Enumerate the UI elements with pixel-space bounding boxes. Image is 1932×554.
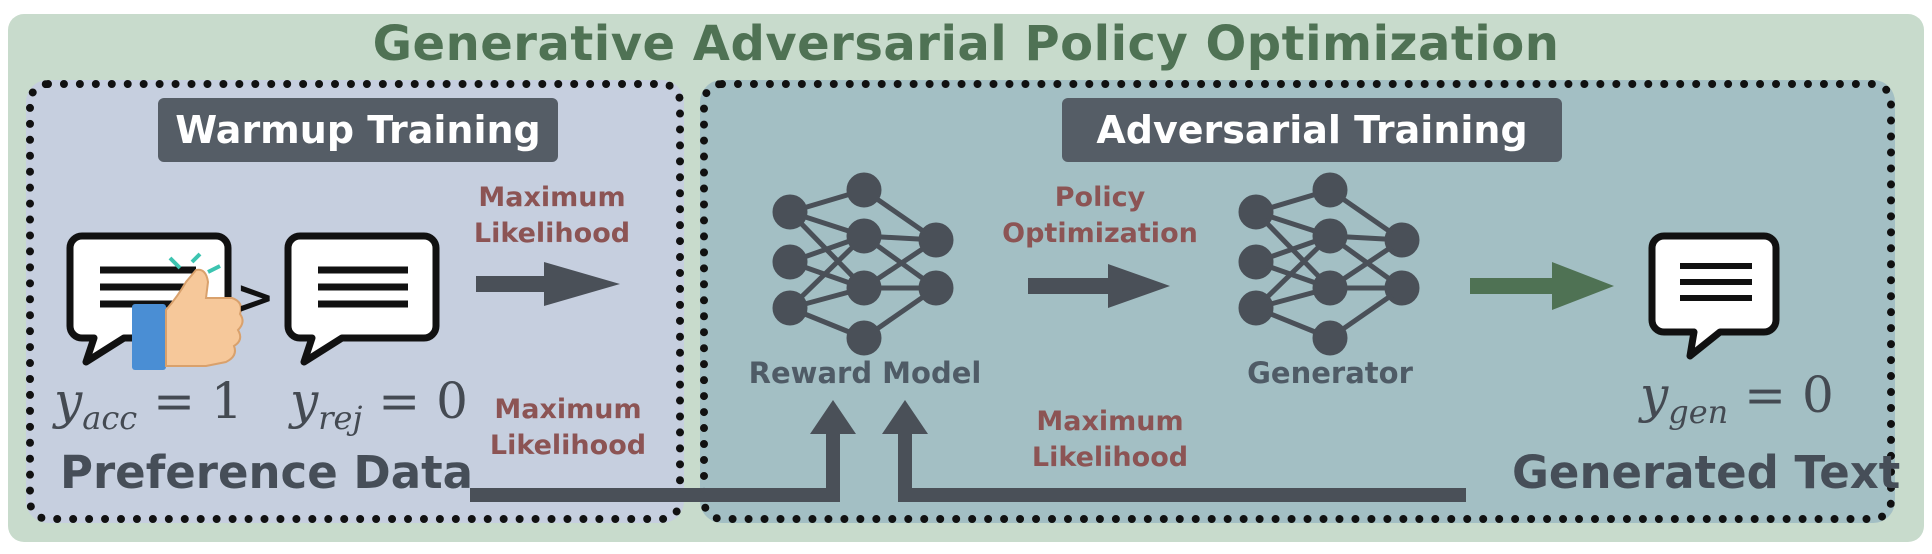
generation-arrow bbox=[1470, 262, 1614, 310]
warmup-title: Warmup Training bbox=[158, 98, 558, 162]
generated-score: ygen = 0 bbox=[1640, 366, 1834, 431]
thumbs-up-icon bbox=[132, 252, 244, 370]
rejected-score: yrej = 0 bbox=[290, 372, 468, 437]
generator-label: Generator bbox=[1247, 356, 1413, 390]
preference-data-caption: Preference Data bbox=[60, 446, 473, 499]
comparison-symbol: > bbox=[236, 270, 275, 324]
chat-bubble-icon bbox=[284, 232, 440, 366]
accepted-score: yacc = 1 bbox=[54, 372, 243, 437]
warmup-arrow-label: Maximum Likelihood bbox=[473, 182, 631, 249]
neural-network-icon bbox=[1238, 172, 1420, 356]
policy-optimization-label: Policy Optimization bbox=[1002, 182, 1198, 249]
adversarial-title: Adversarial Training bbox=[1062, 98, 1562, 162]
chat-bubble-icon bbox=[1648, 232, 1780, 360]
reward-model-label: Reward Model bbox=[748, 356, 982, 390]
adversarial-bottom-label: Maximum Likelihood bbox=[1031, 406, 1189, 473]
warmup-bottom-label: Maximum Likelihood bbox=[489, 394, 647, 461]
neural-network-icon bbox=[772, 172, 954, 356]
policy-arrow bbox=[1028, 264, 1170, 308]
feedback-arrows bbox=[470, 400, 1466, 502]
warmup-arrow bbox=[476, 262, 620, 306]
diagram-title: Generative Adversarial Policy Optimizati… bbox=[372, 16, 1560, 72]
generated-text-caption: Generated Text bbox=[1512, 446, 1901, 499]
